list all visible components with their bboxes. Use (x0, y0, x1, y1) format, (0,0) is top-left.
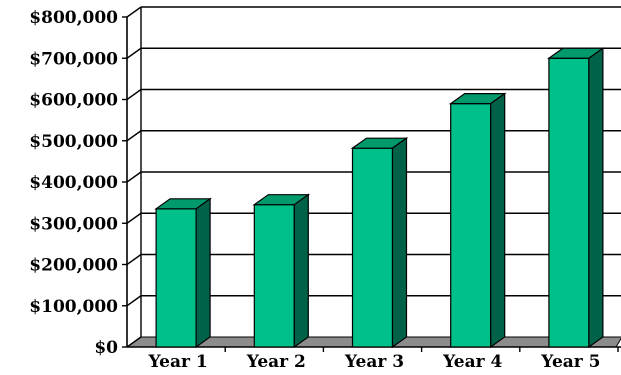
y-tick-label: $500,000 (29, 132, 118, 152)
depth-tick (127, 296, 141, 306)
bar-front (353, 148, 393, 347)
y-tick-label: $100,000 (29, 297, 118, 317)
y-tick-label: $600,000 (29, 91, 118, 111)
bar-side (294, 195, 308, 347)
y-tick-label: $800,000 (29, 8, 118, 28)
bar (353, 138, 407, 347)
x-tick-label: Year 2 (246, 352, 306, 372)
bars-layer (156, 48, 603, 347)
bar-side (393, 138, 407, 347)
bar (549, 48, 603, 347)
bar-front (451, 104, 491, 347)
bar (156, 199, 210, 347)
y-tick-label: $0 (94, 338, 118, 358)
depth-tick (127, 48, 141, 58)
y-tick-label: $700,000 (29, 49, 118, 69)
x-tick-labels: Year 1 Year 2 Year 3 Year 4 Year 5 (147, 352, 600, 372)
bar (254, 195, 308, 347)
x-tick-label: Year 1 (147, 352, 207, 372)
bar-side (491, 94, 505, 347)
y-tick-labels: $0 $100,000 $200,000 $300,000 $400,000 $500,0… (29, 8, 118, 358)
y-tick-label: $200,000 (29, 256, 118, 276)
bar-side (589, 48, 603, 347)
depth-tick (127, 131, 141, 141)
bar-side (196, 199, 210, 347)
depth-tick (127, 172, 141, 182)
depth-tick (127, 90, 141, 100)
y-tick-label: $400,000 (29, 173, 118, 193)
bar (451, 94, 505, 347)
bar-front (549, 58, 589, 347)
x-tick-label: Year 4 (442, 352, 502, 372)
depth-tick (127, 255, 141, 265)
x-tick-label: Year 3 (344, 352, 404, 372)
bar-front (254, 205, 294, 347)
y-tick-label: $300,000 (29, 214, 118, 234)
depth-tick (127, 7, 141, 17)
depth-tick (127, 213, 141, 223)
x-tick-label: Year 5 (540, 352, 600, 372)
bar-front (156, 209, 196, 347)
